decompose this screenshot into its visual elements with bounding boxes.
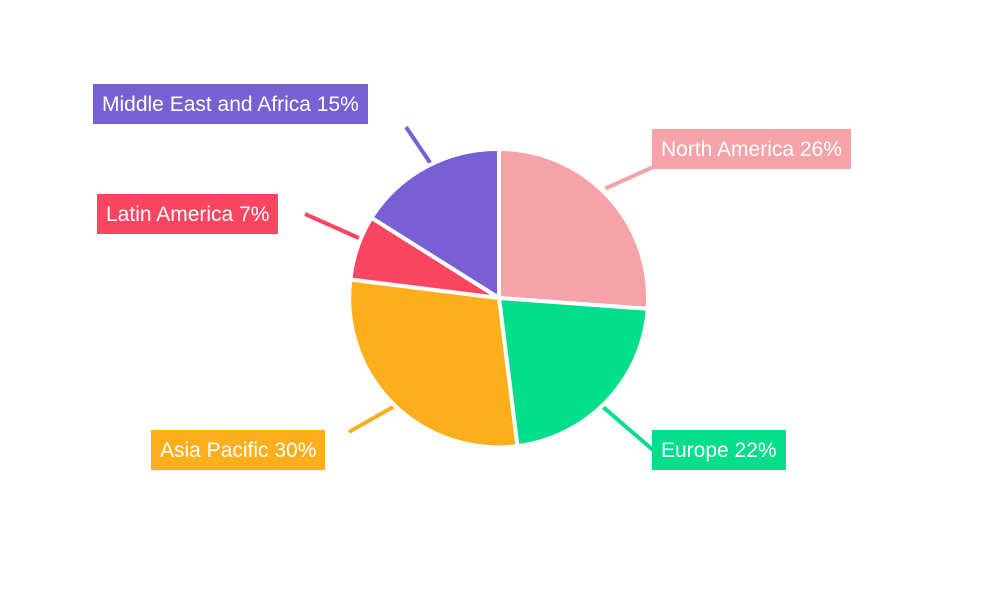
pie-slice-north-america[interactable] xyxy=(497,147,651,311)
leader-line-europe xyxy=(601,405,655,452)
pie-label-europe-text: Europe 22% xyxy=(661,438,777,462)
pie-label-middle-east-africa[interactable]: Middle East and Africa 15% xyxy=(93,84,368,124)
pie-label-asia-pacific[interactable]: Asia Pacific 30% xyxy=(151,430,326,470)
pie-label-north-america-text: North America 26% xyxy=(661,137,842,161)
leader-line-north-america xyxy=(604,165,654,191)
pie-label-europe[interactable]: Europe 22% xyxy=(652,430,786,470)
leader-line-asia-pacific xyxy=(348,401,401,434)
pie-label-middle-east-africa-text: Middle East and Africa 15% xyxy=(102,92,359,116)
pie-label-latin-america[interactable]: Latin America 7% xyxy=(97,194,279,234)
pie-label-latin-america-text: Latin America 7% xyxy=(106,202,270,226)
pie-slice-middle-east-africa[interactable] xyxy=(369,146,501,300)
pie-label-north-america[interactable]: North America 26% xyxy=(652,129,851,169)
pie-label-asia-pacific-text: Asia Pacific 30% xyxy=(160,438,317,462)
pie-slice-europe[interactable] xyxy=(497,296,650,449)
pie-slices xyxy=(347,146,651,450)
pie-slice-asia-pacific[interactable] xyxy=(347,277,520,450)
